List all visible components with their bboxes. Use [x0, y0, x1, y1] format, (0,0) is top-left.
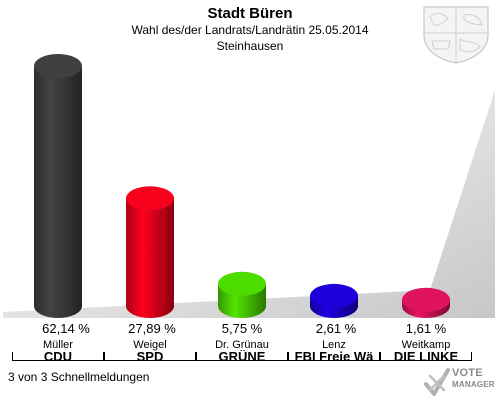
- bar-top-cdu: [34, 54, 82, 78]
- candidate-label-spd: Weigel: [133, 339, 167, 351]
- bar-body-cdu: [34, 66, 82, 318]
- category-bracket-spd: [104, 352, 196, 361]
- chart-title: Stadt Büren: [207, 5, 293, 22]
- bar-linke: [402, 287, 450, 318]
- candidate-label-gruene: Dr. Grünau: [215, 339, 269, 351]
- party-label-fbi: FBI Freie Wä: [294, 350, 374, 364]
- bar-fbi: [310, 283, 358, 318]
- value-label-gruene: 5,75 %: [221, 321, 263, 336]
- report-status: 3 von 3 Schnellmeldungen: [8, 370, 150, 384]
- candidate-label-fbi: Lenz: [322, 339, 346, 351]
- value-label-cdu: 62,14 %: [42, 321, 90, 336]
- category-bracket-fbi: [288, 352, 380, 361]
- chart-subtitle: Wahl des/der Landrats/Landrätin 25.05.20…: [131, 23, 369, 37]
- bar-top-spd: [126, 186, 174, 211]
- bar-body-spd: [126, 198, 174, 318]
- value-label-linke: 1,61 %: [405, 321, 447, 336]
- bar-top-linke: [402, 287, 450, 312]
- logo-text-manager: MANAGER: [452, 380, 495, 389]
- party-label-cdu: CDU: [43, 350, 73, 364]
- candidate-label-linke: Weitkamp: [401, 339, 451, 351]
- category-bracket-cdu: [12, 352, 104, 361]
- bar-spd: [126, 186, 174, 318]
- party-label-linke: DIE LINKE: [393, 350, 459, 364]
- party-label-spd: SPD: [136, 350, 164, 364]
- party-label-gruene: GRÜNE: [218, 350, 266, 364]
- logo-text-vote: VOTE: [452, 367, 483, 379]
- district-name: Steinhausen: [216, 39, 284, 53]
- candidate-label-cdu: Müller: [43, 339, 73, 351]
- category-bracket-gruene: [196, 352, 288, 361]
- bar-top-gruene: [218, 271, 266, 296]
- bar-cdu: [34, 54, 82, 318]
- value-label-fbi: 2,61 %: [315, 321, 357, 336]
- coat-of-arms-icon: [423, 6, 489, 64]
- bar-gruene: [218, 271, 266, 318]
- bar-top-fbi: [310, 283, 358, 308]
- votemanager-logo: VOTE MANAGER: [424, 366, 500, 400]
- checkmark-icon: [424, 368, 450, 396]
- value-label-spd: 27,89 %: [128, 321, 176, 336]
- category-bracket-linke: [380, 352, 472, 361]
